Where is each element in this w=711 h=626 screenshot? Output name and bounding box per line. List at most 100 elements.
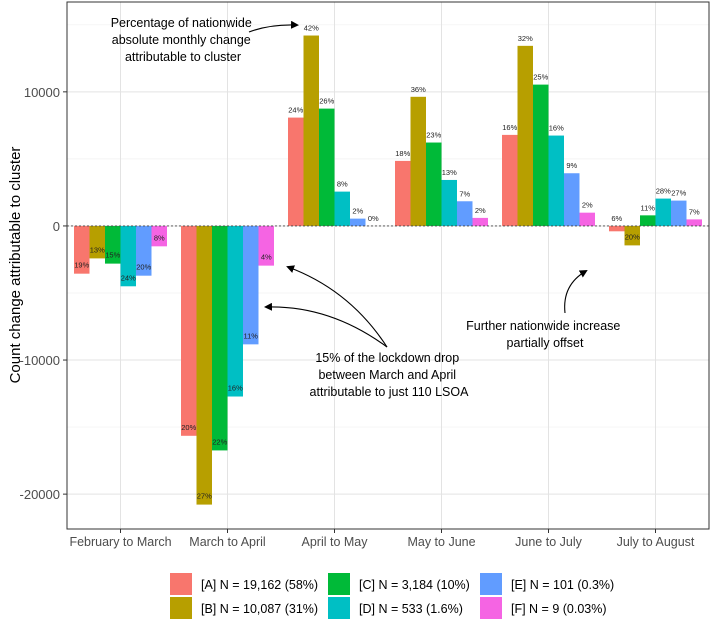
bar-d — [656, 199, 672, 226]
bar-e — [350, 219, 366, 226]
bar-label: 20% — [181, 423, 196, 432]
x-tick-label: March to April — [189, 535, 265, 549]
annotation-arrow — [266, 307, 387, 347]
annotation-percentage: Percentage of nationwide absolute monthl… — [111, 16, 256, 64]
bar-label: 27% — [197, 492, 212, 501]
bar-c — [319, 109, 335, 226]
annotation-line: attributable to just 110 LSOA — [310, 385, 470, 399]
bar-label: 8% — [337, 180, 348, 189]
bar-label: 28% — [656, 187, 671, 196]
legend-key-e — [480, 573, 502, 595]
legend-label: [A] N = 19,162 (58%) — [201, 578, 318, 592]
bar-e — [564, 173, 580, 226]
bar-label: 11% — [641, 203, 656, 212]
y-axis-title: Count change attributable to cluster — [7, 147, 24, 384]
annotation-further-increase: Further nationwide increase partially of… — [466, 319, 624, 350]
bar-b — [518, 46, 534, 226]
annotation-line: partially offset — [507, 336, 584, 350]
y-tick-label: 0 — [53, 219, 60, 234]
bar-d — [228, 226, 244, 397]
legend-label: [B] N = 10,087 (31%) — [201, 602, 318, 616]
annotation-arrow — [249, 25, 297, 32]
bar-label: 13% — [442, 168, 457, 177]
bar-f — [580, 213, 596, 226]
bars — [74, 36, 702, 505]
annotation-arrow — [565, 271, 586, 313]
bar-d — [442, 180, 458, 226]
bar-e — [457, 201, 473, 226]
bar-b — [197, 226, 213, 505]
bar-label: 16% — [228, 384, 243, 393]
bar-a — [181, 226, 197, 436]
x-tick-label: May to June — [407, 535, 475, 549]
bar-label: 26% — [319, 97, 334, 106]
bar-b — [304, 36, 320, 226]
bar-label: 42% — [304, 24, 319, 33]
legend-label: [D] N = 533 (1.6%) — [359, 602, 463, 616]
legend-key-d — [328, 597, 350, 619]
legend-label: [C] N = 3,184 (10%) — [359, 578, 470, 592]
bar-label: 27% — [671, 189, 686, 198]
bar-label: 20% — [136, 263, 151, 272]
y-tick-label: 10000 — [24, 85, 60, 100]
bar-label: 20% — [625, 232, 640, 241]
bar-label: 15% — [105, 251, 120, 260]
annotation-line: Percentage of nationwide — [111, 16, 252, 30]
legend-key-a — [170, 573, 192, 595]
y-tick-label: -10000 — [20, 353, 60, 368]
bar-label: 2% — [475, 206, 486, 215]
bar-a — [288, 118, 304, 226]
grid-lines — [67, 2, 709, 529]
bar-label: 6% — [611, 214, 622, 223]
annotation-line: Further nationwide increase — [466, 319, 620, 333]
legend-key-b — [170, 597, 192, 619]
bar-label: 2% — [582, 201, 593, 210]
plot-panel-border — [67, 2, 709, 529]
x-tick-label: April to May — [302, 535, 369, 549]
annotation-line: absolute monthly change — [112, 33, 251, 47]
bar-label: 16% — [502, 123, 517, 132]
bar-label: 24% — [288, 106, 303, 115]
bar-label: 19% — [74, 261, 89, 270]
bar-d — [549, 136, 565, 226]
bar-label: 25% — [533, 73, 548, 82]
bar-label: 2% — [352, 207, 363, 216]
bar-a — [502, 135, 518, 226]
bar-f — [687, 219, 703, 226]
bar-e — [671, 201, 687, 226]
bar-e — [243, 226, 259, 344]
legend-label: [F] N = 9 (0.03%) — [511, 602, 607, 616]
y-axis: -20000 -10000 0 10000 — [20, 85, 67, 502]
bar-d — [335, 192, 351, 226]
bar-label: 13% — [90, 245, 105, 254]
annotation-arrow — [288, 267, 387, 347]
bar-label: 9% — [566, 161, 577, 170]
bar-c — [426, 143, 442, 226]
bar-c — [212, 226, 228, 450]
annotation-line: 15% of the lockdown drop — [315, 351, 459, 365]
annotation-line: between March and April — [318, 368, 456, 382]
bar-f — [473, 218, 489, 226]
x-tick-label: February to March — [69, 535, 171, 549]
bar-label: 32% — [518, 34, 533, 43]
y-tick-label: -20000 — [20, 487, 60, 502]
bar-c — [640, 215, 656, 226]
bar-label: 18% — [395, 149, 410, 158]
bar-label: 7% — [689, 207, 700, 216]
legend-key-f — [480, 597, 502, 619]
legend-key-c — [328, 573, 350, 595]
bar-label: 7% — [459, 189, 470, 198]
bar-label: 24% — [121, 273, 136, 282]
legend-label: [E] N = 101 (0.3%) — [511, 578, 614, 592]
bar-a — [609, 226, 625, 231]
legend: [A] N = 19,162 (58%) [B] N = 10,087 (31%)… — [170, 573, 614, 619]
bar-label: 11% — [244, 331, 259, 340]
bar-label: 36% — [411, 85, 426, 94]
x-axis: February to March March to April April to … — [69, 529, 695, 549]
bar-label: 16% — [549, 124, 564, 133]
bar-label: 23% — [426, 131, 441, 140]
bar-a — [395, 161, 411, 226]
bar-labels: 19%20%24%18%16%6%13%27%42%36%32%20%15%22… — [74, 24, 700, 501]
bar-label: 8% — [154, 233, 165, 242]
